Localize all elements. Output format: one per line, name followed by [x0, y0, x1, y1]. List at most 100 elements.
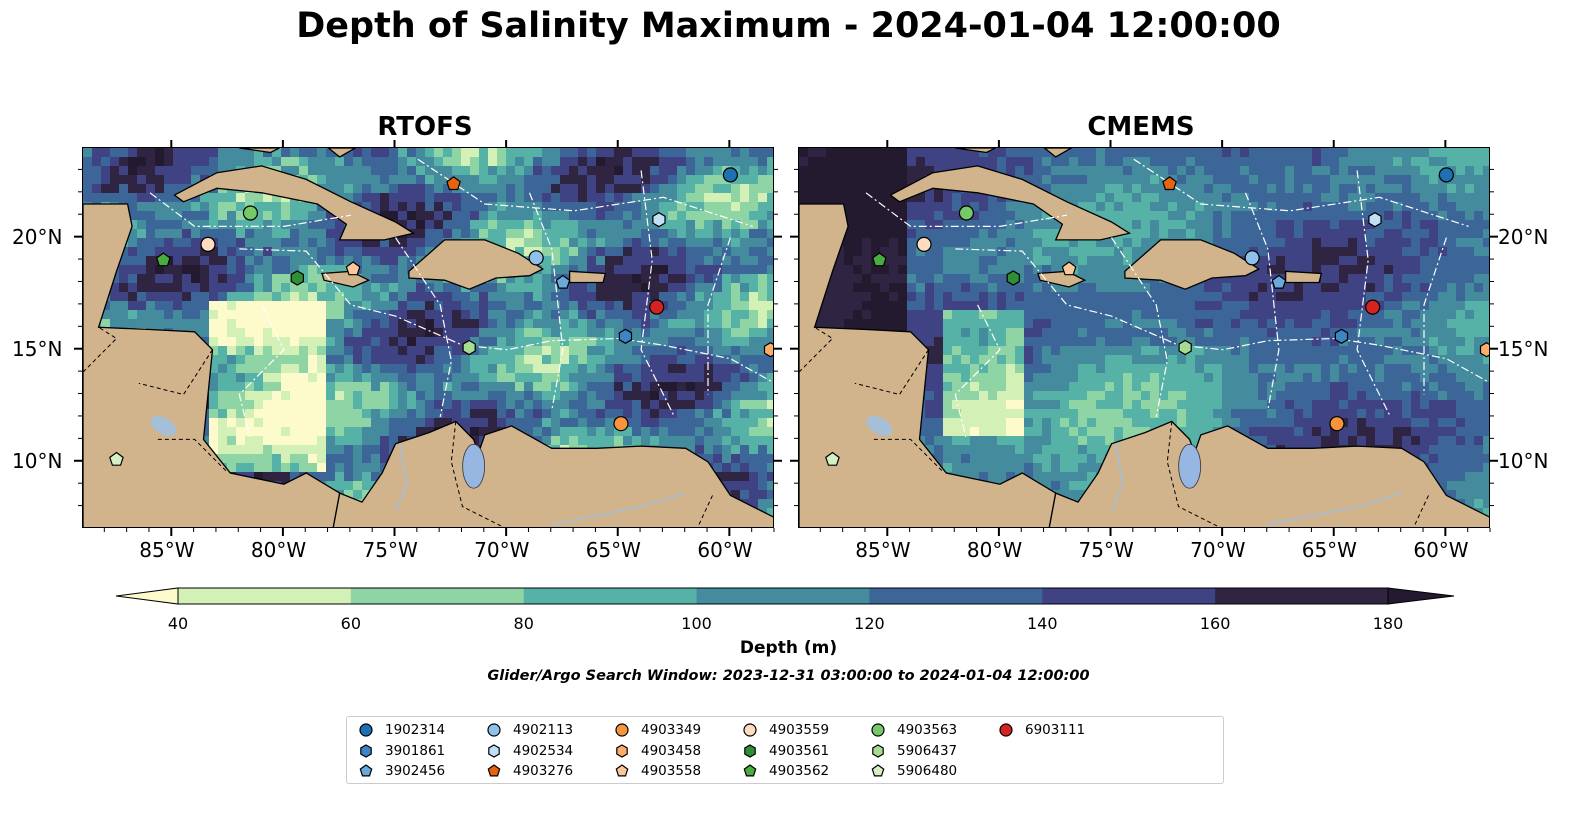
- legend-label: 5906480: [897, 763, 958, 779]
- circle-marker-icon: [487, 723, 501, 737]
- float-marker-4902113[interactable]: [1244, 250, 1260, 266]
- land-mass: [327, 148, 357, 158]
- colorbar-segment: [869, 588, 1043, 604]
- x-tick-label: 80°W: [250, 538, 307, 562]
- eez-boundary: [640, 170, 676, 418]
- land-mass: [889, 165, 1132, 241]
- colorbar-tick-label: 120: [854, 614, 885, 633]
- colorbar-tick-label: 160: [1199, 614, 1231, 633]
- float-marker-3901861[interactable]: [1334, 328, 1349, 344]
- float-marker-4903349[interactable]: [613, 416, 629, 432]
- float-marker-5906480[interactable]: [825, 451, 840, 466]
- colorbar-segment: [350, 588, 525, 604]
- legend-label: 4903561: [769, 742, 830, 759]
- map-rtofs[interactable]: [82, 147, 774, 528]
- legend-label: 3901861: [385, 742, 446, 759]
- eez-boundary: [1244, 192, 1280, 411]
- country-border: [697, 495, 713, 527]
- colorbar-tick-label: 80: [513, 614, 534, 633]
- float-marker-5906437[interactable]: [1178, 339, 1192, 356]
- float-marker-4903276[interactable]: [446, 176, 461, 191]
- float-marker-3901861[interactable]: [618, 328, 633, 344]
- float-marker-4902534[interactable]: [652, 212, 666, 228]
- search-window-subtitle: Glider/Argo Search Window: 2023-12-31 03…: [487, 668, 1090, 684]
- float-marker-4903561[interactable]: [1006, 270, 1020, 286]
- river: [1267, 492, 1402, 526]
- country-border: [156, 438, 227, 472]
- float-marker-6903111[interactable]: [1365, 299, 1381, 315]
- legend-label: 4903563: [897, 722, 958, 738]
- river: [394, 443, 408, 512]
- x-tick-label: 85°W: [855, 538, 911, 562]
- eez-boundary: [954, 304, 1001, 440]
- float-marker-4903562[interactable]: [871, 252, 887, 267]
- x-tick-label: 60°W: [1413, 538, 1469, 562]
- lake-nicaragua: [150, 416, 177, 436]
- country-border: [872, 438, 943, 472]
- legend-label: 4902534: [513, 742, 574, 759]
- land-mass: [173, 165, 416, 241]
- float-marker-4903558[interactable]: [1061, 261, 1077, 276]
- country-border: [854, 349, 929, 396]
- land-mass: [1043, 148, 1073, 158]
- circle-marker-icon: [359, 723, 373, 737]
- legend-label: 4902113: [513, 722, 574, 738]
- float-marker-5906437[interactable]: [462, 339, 476, 356]
- float-marker-4902534[interactable]: [1368, 212, 1382, 228]
- map-cmems[interactable]: [798, 147, 1490, 528]
- river: [1110, 443, 1124, 512]
- legend-label: 5906437: [897, 742, 958, 759]
- float-marker-4902113[interactable]: [528, 250, 544, 266]
- float-marker-4903458[interactable]: [763, 342, 775, 358]
- float-marker-4903276[interactable]: [1162, 176, 1177, 191]
- eez-boundary: [417, 158, 753, 227]
- float-marker-6903111[interactable]: [649, 299, 665, 315]
- colorbar: [115, 584, 1456, 608]
- float-marker-4903562[interactable]: [155, 252, 171, 267]
- x-tick-label: 65°W: [1301, 538, 1357, 562]
- y-tick-label: 10°N: [12, 448, 63, 473]
- pentagon-marker-icon: [487, 764, 501, 777]
- colorbar-segment: [696, 588, 870, 604]
- float-marker-4903559[interactable]: [200, 236, 216, 252]
- float-marker-4903563[interactable]: [242, 205, 259, 221]
- float-marker-4903458[interactable]: [1479, 342, 1491, 358]
- colorbar-tick-label: 60: [340, 614, 362, 633]
- legend-label: 4903558: [641, 763, 702, 779]
- land-mass: [408, 239, 545, 290]
- float-marker-1902314[interactable]: [1438, 167, 1454, 183]
- colorbar-tick-label: 40: [167, 614, 189, 633]
- pentagon-marker-icon: [871, 764, 885, 777]
- eez-boundary: [955, 248, 1489, 383]
- float-marker-4903349[interactable]: [1329, 416, 1345, 432]
- x-tick-label: 85°W: [139, 538, 195, 562]
- map-canvas: [799, 148, 1491, 527]
- land-mass: [955, 148, 996, 154]
- country-border: [83, 326, 118, 373]
- circle-marker-icon: [871, 723, 885, 737]
- float-marker-4903559[interactable]: [916, 236, 932, 252]
- land-mass: [239, 148, 280, 154]
- map-canvas: [83, 148, 775, 527]
- country-border: [799, 326, 834, 373]
- float-marker-1902314[interactable]: [722, 167, 738, 183]
- float-marker-3902456[interactable]: [1271, 274, 1287, 289]
- hexagon-marker-icon: [872, 743, 884, 758]
- x-tick-label: 75°W: [362, 538, 418, 562]
- page-title: Depth of Salinity Maximum - 2024-01-04 1…: [296, 6, 1281, 46]
- float-marker-3902456[interactable]: [555, 274, 571, 289]
- circle-marker-icon: [743, 723, 757, 737]
- x-tick-label: 75°W: [1078, 538, 1134, 562]
- country-border: [138, 349, 213, 396]
- colorbar-tick-label: 180: [1372, 614, 1404, 633]
- float-marker-4903558[interactable]: [345, 261, 361, 276]
- colorbar-label: Depth (m): [739, 638, 838, 658]
- colorbar-segment: [178, 588, 352, 604]
- float-marker-4903561[interactable]: [290, 270, 304, 286]
- pentagon-marker-icon: [359, 764, 373, 777]
- eez-boundary: [239, 248, 773, 383]
- colorbar-tick-label: 140: [1027, 614, 1058, 633]
- float-marker-4903563[interactable]: [958, 205, 975, 221]
- float-marker-5906480[interactable]: [109, 451, 124, 466]
- hexagon-marker-icon: [488, 743, 500, 758]
